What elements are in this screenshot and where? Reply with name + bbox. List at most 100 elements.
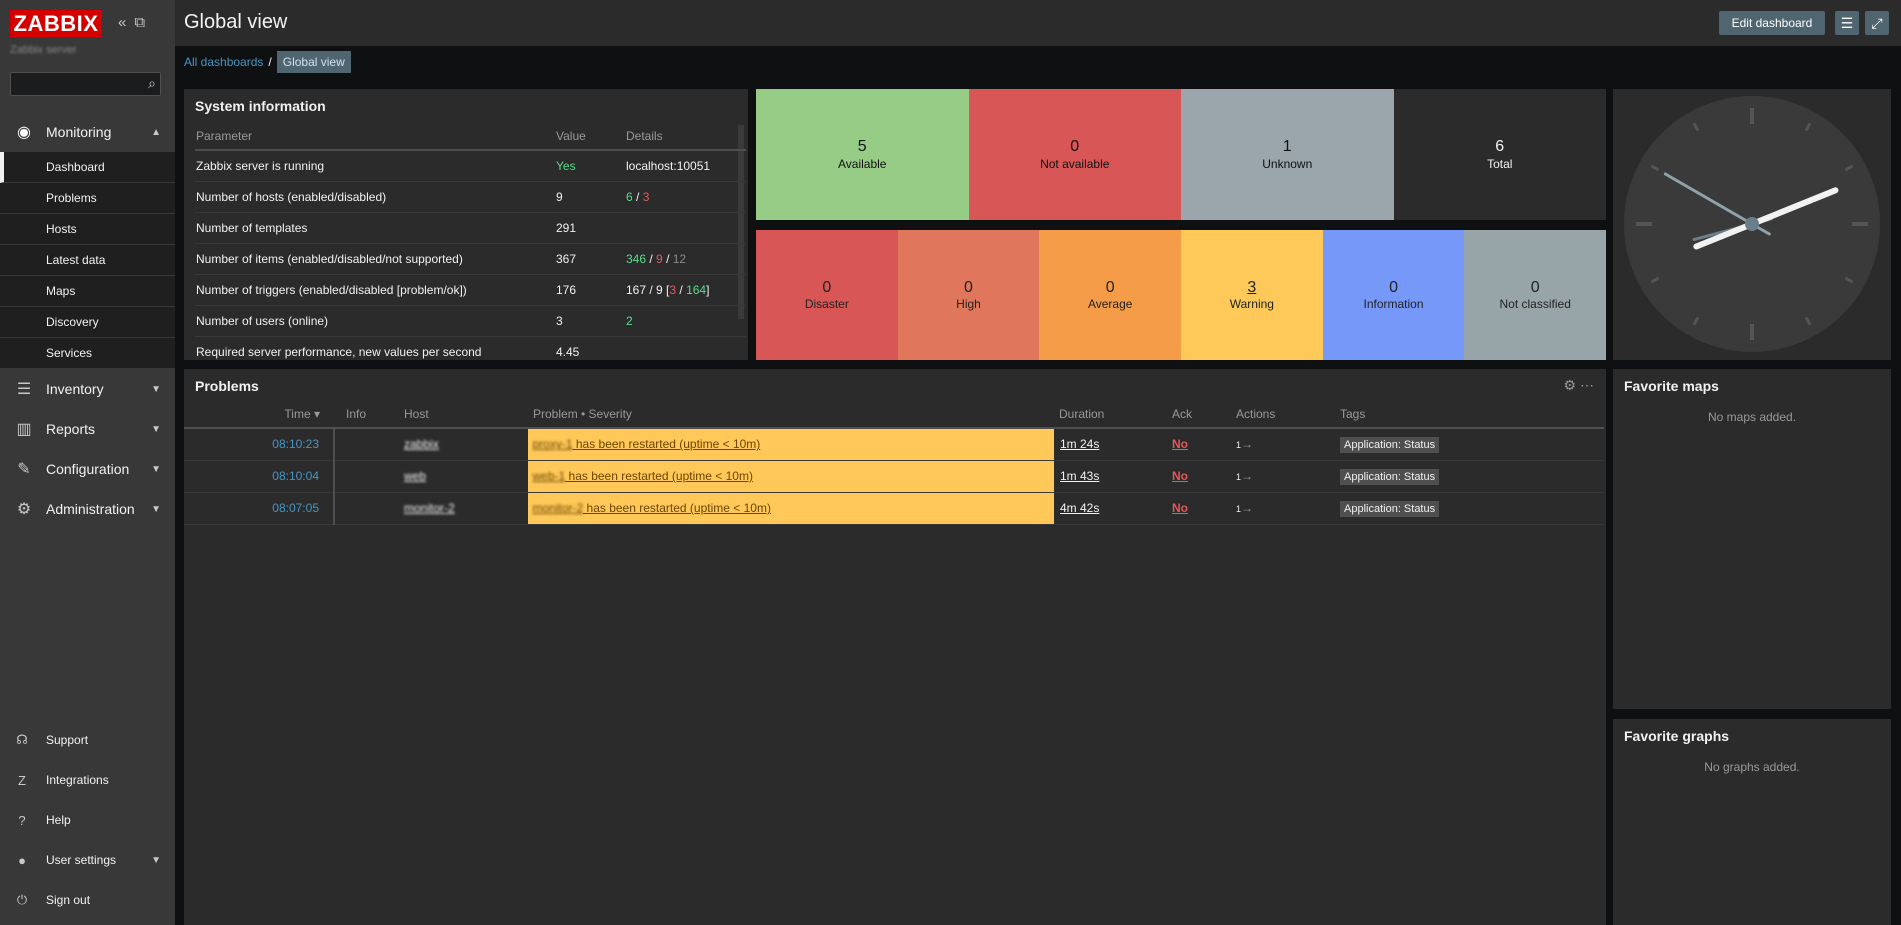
menu-administration[interactable]: ⚙ Administration ▼: [0, 489, 175, 529]
problem-actions[interactable]: 1→: [1235, 492, 1339, 525]
submenu-latest-data[interactable]: Latest data: [0, 245, 175, 276]
actions-icon: 1: [1236, 504, 1242, 514]
fullscreen-icon[interactable]: ⤢: [1865, 11, 1889, 35]
problem-host[interactable]: web: [404, 469, 427, 483]
disabled-count: 3: [642, 189, 650, 204]
problem-time[interactable]: 08:10:23: [184, 428, 334, 461]
actions-icon: 1: [1236, 440, 1242, 451]
problem-duration[interactable]: 1m 24s: [1060, 437, 1100, 452]
chevron-down-icon: ▼: [151, 854, 161, 866]
bracket: ]: [706, 282, 710, 297]
problem-duration[interactable]: 4m 42s: [1060, 501, 1100, 515]
menu-inventory[interactable]: ☰ Inventory ▼: [0, 369, 175, 409]
hostav-not-available[interactable]: 0 Not available: [968, 89, 1181, 220]
column-header: Details: [625, 123, 746, 151]
problem-ack[interactable]: No: [1172, 501, 1188, 515]
param: Number of triggers (enabled/disabled [pr…: [195, 274, 555, 306]
column-header: Duration: [1054, 400, 1171, 429]
table-row: Number of items (enabled/disabled/not su…: [195, 243, 746, 275]
severity-not-classified[interactable]: 0 Not classified: [1464, 230, 1607, 360]
submenu-hosts[interactable]: Hosts: [0, 214, 175, 245]
column-header: Host: [398, 400, 527, 429]
clock-tick: [1650, 164, 1660, 172]
submenu-services[interactable]: Services: [0, 338, 175, 369]
problem-time[interactable]: 08:07:05: [184, 492, 334, 525]
problem-name[interactable]: proxy-1 has been restarted (uptime < 10m…: [526, 428, 1054, 461]
severity-average[interactable]: 0 Average: [1039, 230, 1182, 360]
severity-warning[interactable]: 3 Warning: [1181, 230, 1323, 360]
hostav-unknown[interactable]: 1 Unknown: [1181, 89, 1394, 220]
submenu-dashboard[interactable]: Dashboard: [0, 152, 175, 183]
hostav-total[interactable]: 6 Total: [1393, 89, 1606, 220]
edit-dashboard-button[interactable]: Edit dashboard: [1719, 11, 1825, 35]
column-header: Parameter: [195, 123, 555, 151]
chevron-up-icon: ▲: [151, 126, 161, 138]
problem-tag[interactable]: Application: Status: [1340, 501, 1440, 517]
menu-sign-out[interactable]: ⏻ Sign out: [0, 880, 175, 920]
label: Available: [838, 157, 887, 171]
severity-disaster[interactable]: 0 Disaster: [756, 230, 898, 360]
column-header: Ack: [1171, 400, 1235, 429]
menu-support[interactable]: ☊ Support: [0, 720, 175, 760]
problem-host[interactable]: zabbix: [404, 437, 439, 452]
value: 3: [555, 305, 625, 337]
empty-message: No maps added.: [1707, 410, 1797, 424]
problem-time[interactable]: 08:10:04: [184, 460, 334, 493]
submenu-problems[interactable]: Problems: [0, 183, 175, 214]
menu-help[interactable]: ? Help: [0, 800, 175, 840]
menu-icon[interactable]: ☰: [1835, 11, 1859, 35]
user-icon: ●: [18, 852, 26, 868]
breadcrumb: All dashboards / Global view: [184, 51, 351, 73]
zabbix-logo[interactable]: ZABBIX: [10, 10, 102, 37]
widget-title: System information: [195, 98, 326, 114]
value: 4.45: [555, 336, 625, 360]
sidebar-controls: «⧉: [118, 14, 153, 31]
column-header-time[interactable]: Time ▾: [184, 400, 334, 429]
breadcrumb-all-dashboards[interactable]: All dashboards: [184, 55, 264, 69]
gear-icon[interactable]: ⚙: [1563, 377, 1577, 393]
problem-duration[interactable]: 1m 43s: [1060, 469, 1100, 483]
problem-name[interactable]: monitor-2 has been restarted (uptime < 1…: [526, 492, 1054, 525]
menu-reports[interactable]: ▥ Reports ▼: [0, 409, 175, 449]
menu-label: Administration: [46, 501, 135, 517]
column-header: Problem • Severity: [527, 400, 1054, 429]
severity-high[interactable]: 0 High: [897, 230, 1040, 360]
problem-actions[interactable]: 1→: [1235, 428, 1339, 461]
more-icon[interactable]: ⋯: [1580, 377, 1594, 393]
problem-tag[interactable]: Application: Status: [1340, 437, 1440, 454]
headset-icon: ☊: [16, 732, 28, 747]
menu-monitoring[interactable]: ◉ Monitoring ▲: [0, 112, 175, 152]
problem-name[interactable]: web-1 has been restarted (uptime < 10m): [526, 460, 1054, 493]
menu-label: Integrations: [46, 773, 109, 787]
param: Number of templates: [195, 212, 555, 244]
problem-actions[interactable]: 1→: [1235, 460, 1339, 493]
problem-ack[interactable]: No: [1172, 437, 1188, 452]
menu-label: Sign out: [46, 893, 91, 907]
widget-title: Problems: [195, 378, 259, 394]
breadcrumb-current[interactable]: Global view: [276, 51, 351, 73]
menu-user-settings[interactable]: ● User settings ▼: [0, 840, 175, 880]
problem-ack[interactable]: No: [1172, 469, 1188, 483]
enabled-count: 346: [626, 251, 647, 266]
param: Zabbix server is running: [195, 150, 555, 182]
collapse-icon[interactable]: «: [118, 14, 127, 31]
submenu-discovery[interactable]: Discovery: [0, 307, 175, 338]
problem-info: [333, 428, 398, 461]
chevron-down-icon: ▼: [151, 463, 161, 475]
problem-tag[interactable]: Application: Status: [1340, 469, 1440, 485]
count[interactable]: 3: [1247, 279, 1257, 296]
search-icon[interactable]: ⌕: [148, 75, 156, 91]
severity-information[interactable]: 0 Information: [1322, 230, 1465, 360]
menu-label: User settings: [46, 853, 117, 867]
hostav-available[interactable]: 5 Available: [756, 89, 969, 220]
menu-configuration[interactable]: ✎ Configuration ▼: [0, 449, 175, 489]
power-icon: ⏻: [16, 892, 28, 907]
problem-host[interactable]: monitor-2: [404, 501, 455, 515]
kiosk-icon[interactable]: ⧉: [134, 14, 146, 31]
problems-table: Time ▾ Info Host Problem • Severity Dura…: [184, 400, 1604, 525]
column-header: Actions: [1235, 400, 1339, 429]
menu-integrations[interactable]: Z Integrations: [0, 760, 175, 800]
search-input[interactable]: ⌕: [10, 72, 161, 96]
submenu-maps[interactable]: Maps: [0, 276, 175, 307]
unsupported-count: 12: [672, 251, 687, 266]
